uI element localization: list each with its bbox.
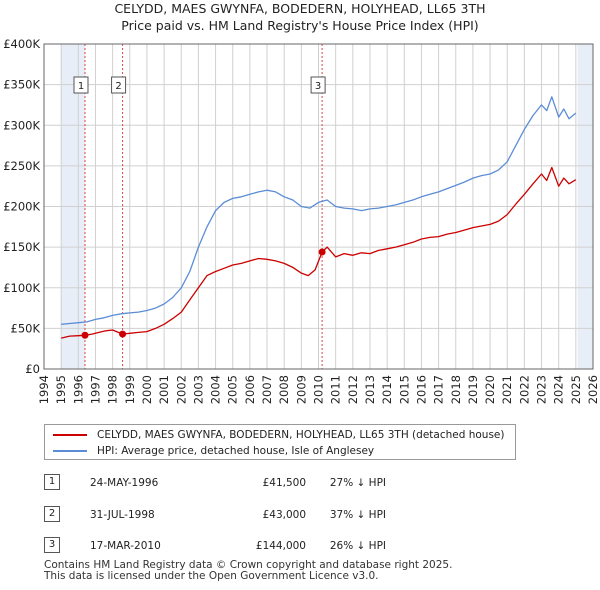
x-tick-label: 2004 bbox=[209, 375, 223, 404]
sale-point bbox=[81, 331, 89, 339]
x-tick-label: 2003 bbox=[191, 375, 205, 404]
sale-point bbox=[318, 248, 326, 256]
x-tick-label: 1996 bbox=[71, 375, 85, 404]
x-tick-label: 2002 bbox=[174, 375, 188, 404]
x-tick-label: 2013 bbox=[363, 375, 377, 404]
sale-marker-number: 3 bbox=[315, 81, 321, 92]
y-tick-label: £0 bbox=[25, 362, 40, 376]
sale-marker-box bbox=[111, 76, 127, 94]
sale-marker-label: 1 bbox=[73, 76, 89, 94]
legend-label-hpi: HPI: Average price, detached house, Isle… bbox=[97, 445, 375, 457]
x-tick-label: 1997 bbox=[88, 375, 102, 404]
sale-row: 2 31-JUL-1998 £43,000 37% ↓ HPI bbox=[44, 505, 464, 525]
sale-hpi-diff: 37% ↓ HPI bbox=[329, 509, 386, 521]
x-tick-label: 1995 bbox=[54, 375, 68, 404]
sale-price: £43,000 bbox=[262, 509, 306, 521]
x-tick-label: 2001 bbox=[157, 375, 171, 404]
x-tick-label: 1998 bbox=[106, 375, 120, 404]
grid-lines bbox=[43, 43, 594, 370]
sale-number-badge: 1 bbox=[44, 474, 60, 490]
x-axis-tick-labels: 1994 1995 1996 1997 1998 1999 2000 2001 2002 2003… bbox=[37, 375, 600, 404]
x-tick-label: 2016 bbox=[414, 375, 428, 404]
x-tick-label: 2026 bbox=[586, 375, 600, 404]
sale-price: £144,000 bbox=[255, 540, 306, 552]
sale-marker-number: 1 bbox=[78, 81, 84, 92]
x-tick-label: 2006 bbox=[243, 375, 257, 404]
x-tick-label: 2017 bbox=[432, 375, 446, 404]
x-tick-label: 1999 bbox=[123, 375, 137, 404]
y-axis-tick-labels: £0 £50K £100K £150K £200K £250K £300K £350K £400… bbox=[3, 37, 40, 376]
sale-date: 24-MAY-1996 bbox=[90, 477, 159, 489]
sale-hpi-diff: 26% ↓ HPI bbox=[329, 540, 386, 552]
footer-attribution: Contains HM Land Registry data © Crown c… bbox=[44, 560, 452, 582]
sale-marker-box bbox=[310, 76, 326, 94]
x-tick-label: 2005 bbox=[226, 375, 240, 404]
x-tick-label: 2023 bbox=[535, 375, 549, 404]
sale-row: 3 17-MAR-2010 £144,000 26% ↓ HPI bbox=[44, 536, 464, 556]
footer-line-2: This data is licensed under the Open Gov… bbox=[44, 570, 379, 582]
sale-number-badge: 3 bbox=[44, 537, 60, 553]
legend-label-property: CELYDD, MAES GWYNFA, BODEDERN, HOLYHEAD,… bbox=[97, 429, 505, 441]
x-tick-label: 2024 bbox=[552, 375, 566, 404]
x-tick-label: 2000 bbox=[140, 375, 154, 404]
x-tick-label: 2012 bbox=[346, 375, 360, 404]
sale-marker-label: 2 bbox=[111, 76, 127, 94]
y-tick-label: £150K bbox=[3, 240, 40, 254]
sale-date: 31-JUL-1998 bbox=[90, 509, 155, 521]
sale-row: 1 24-MAY-1996 £41,500 27% ↓ HPI bbox=[44, 473, 464, 493]
sale-number-badge: 2 bbox=[44, 506, 60, 522]
x-tick-label: 2025 bbox=[569, 375, 583, 404]
chart-title: CELYDD, MAES GWYNFA, BODEDERN, HOLYHEAD,… bbox=[0, 0, 600, 34]
legend: CELYDD, MAES GWYNFA, BODEDERN, HOLYHEAD,… bbox=[44, 424, 516, 460]
x-tick-label: 2014 bbox=[380, 375, 394, 404]
sale-hpi-diff: 27% ↓ HPI bbox=[329, 477, 386, 489]
legend-swatch-hpi bbox=[53, 450, 87, 452]
plot-area-frame bbox=[43, 43, 594, 370]
sale-marker-labels: 1 2 3 bbox=[73, 76, 326, 94]
y-tick-label: £250K bbox=[3, 159, 40, 173]
sale-date: 17-MAR-2010 bbox=[90, 540, 161, 552]
x-tick-label: 2011 bbox=[329, 375, 343, 404]
x-tick-label: 2021 bbox=[500, 375, 514, 404]
x-tick-label: 2007 bbox=[260, 375, 274, 404]
x-tick-label: 2009 bbox=[294, 375, 308, 404]
sale-points bbox=[81, 248, 326, 339]
sale-price: £41,500 bbox=[262, 477, 306, 489]
sale-point bbox=[119, 330, 127, 338]
y-tick-label: £100K bbox=[3, 281, 40, 295]
y-tick-label: £400K bbox=[3, 37, 40, 51]
x-tick-label: 2018 bbox=[449, 375, 463, 404]
x-tick-label: 2008 bbox=[277, 375, 291, 404]
hpi-line bbox=[61, 96, 577, 325]
x-tick-label: 2019 bbox=[466, 375, 480, 404]
x-tick-label: 2020 bbox=[483, 375, 497, 404]
price-chart: £0 £50K £100K £150K £200K £250K £300K £350K £400… bbox=[3, 37, 600, 404]
sale-marker-number: 2 bbox=[115, 81, 121, 92]
y-tick-label: £50K bbox=[11, 321, 41, 335]
sale-marker-box bbox=[73, 76, 89, 94]
chart-title-line-2: Price paid vs. HM Land Registry's House … bbox=[121, 18, 479, 33]
y-tick-label: £200K bbox=[3, 200, 40, 214]
x-tick-label: 2010 bbox=[312, 375, 326, 404]
y-tick-label: £300K bbox=[3, 118, 40, 132]
y-tick-label: £350K bbox=[3, 78, 40, 92]
x-tick-label: 2015 bbox=[397, 375, 411, 404]
chart-title-line-1: CELYDD, MAES GWYNFA, BODEDERN, HOLYHEAD,… bbox=[114, 1, 486, 16]
x-tick-label: 2022 bbox=[517, 375, 531, 404]
footer-line-1: Contains HM Land Registry data © Crown c… bbox=[44, 559, 453, 571]
legend-swatch-property bbox=[53, 434, 87, 436]
x-tick-label: 1994 bbox=[37, 375, 51, 404]
sale-marker-label: 3 bbox=[310, 76, 326, 94]
